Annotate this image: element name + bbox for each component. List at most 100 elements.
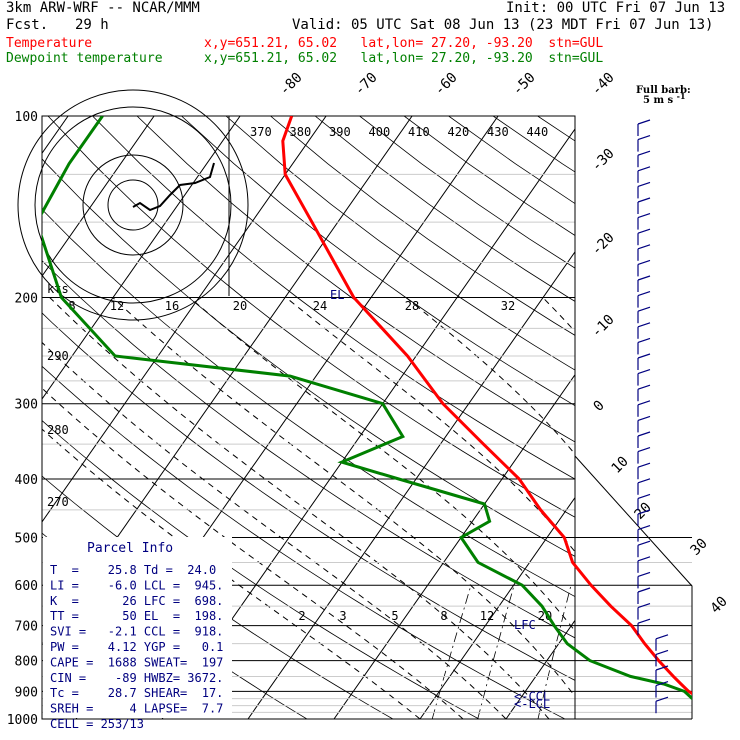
pressure-tick-label: 400 [15, 473, 38, 488]
wind-barb-flag [637, 181, 651, 187]
wind-barb-flag [637, 525, 651, 531]
isotherm-label: -10 [589, 312, 618, 341]
parcel-row: TT = 50 EL = 198. [50, 609, 223, 623]
parcel-row: T = 25.8 Td = 24.0 [50, 563, 216, 577]
model-title: 3km ARW-WRF -- NCAR/MMM [6, 0, 200, 16]
dry-adiabat [582, 116, 740, 719]
isotherm [505, 619, 575, 719]
dewpoint-line [42, 116, 692, 701]
wind-barb-flag [637, 384, 651, 390]
wind-barb-flag [637, 618, 651, 624]
isentrope-label: 400 [369, 125, 391, 139]
temperature-line [281, 116, 692, 696]
isotherm [161, 128, 575, 719]
wind-barb-flag [655, 634, 669, 640]
parcel-row: PW = 4.12 YGP = 0.1 [50, 640, 223, 654]
pressure-tick-label: 900 [15, 685, 38, 700]
mixing-ratio-label: 2 [298, 609, 305, 623]
wind-barb-flag [637, 150, 651, 156]
wind-barb-flag [637, 275, 651, 281]
isotherm [419, 496, 575, 719]
hodograph-ring [107, 179, 159, 231]
isentrope-label: 440 [527, 125, 549, 139]
isotherm [42, 116, 155, 278]
sounding-series: EL LFC <-CCL<-LCL [42, 116, 692, 711]
wind-barbs: Full barb:5 m s -1 [636, 85, 691, 714]
isentrope-label: 410 [408, 125, 430, 139]
pressure-tick-label: 800 [15, 655, 38, 670]
dry-adiabat-label: 270 [47, 495, 69, 509]
wind-barb-flag [637, 353, 651, 359]
wind-barb-flag [655, 696, 669, 702]
isotherm-label: -50 [510, 70, 539, 99]
dry-adiabat [627, 116, 740, 719]
wind-barb-flag [637, 447, 651, 453]
wind-barb-flag [637, 571, 651, 577]
legend-temperature-name: Temperature [6, 36, 93, 51]
isentrope-label: 420 [448, 125, 470, 139]
isotherm [678, 116, 740, 719]
isotherm-label: -70 [352, 70, 381, 99]
dry-adiabat [181, 116, 575, 407]
parcel-row: K = 26 LFC = 698. [50, 594, 223, 608]
lower-frame [574, 455, 693, 719]
isotherm-label: -20 [589, 230, 618, 259]
mixing-ratio-label: 5 [391, 609, 398, 623]
wind-barb-flag [637, 540, 651, 546]
parcel-row: SVI = -2.1 CCL = 918. [50, 625, 223, 639]
wind-barb-flag [637, 213, 651, 219]
pressure-tick-label: 100 [15, 110, 38, 125]
wind-barb-flag [637, 228, 651, 234]
isentrope-label: 390 [329, 125, 351, 139]
legend-dewpoint-name: Dewpoint temperature [6, 51, 163, 66]
pressure-tick-label: 1000 [7, 713, 38, 728]
isotherm [247, 250, 575, 719]
forecast-hour: 29 h [75, 17, 109, 33]
valid-time: Valid: 05 UTC Sat 08 Jun 13 (23 MDT Fri … [292, 17, 714, 33]
dry-adiabat [448, 116, 575, 205]
moist-adiabat-label: 32 [501, 299, 515, 313]
isotherm-label: 30 [688, 536, 711, 559]
level-marker-lfc: LFC [514, 618, 536, 632]
isotherm-label: -40 [589, 70, 618, 99]
dry-adiabat [270, 116, 575, 336]
wind-barb-flag [637, 259, 651, 265]
isotherm-label: -80 [277, 70, 306, 99]
moist-adiabat-label: 24 [313, 299, 327, 313]
parcel-row: CAPE = 1688 SWEAT= 197 [50, 655, 223, 669]
moist-adiabat [285, 297, 575, 553]
dry-adiabat [359, 116, 575, 269]
parcel-info-panel: Parcel Info T = 25.8 Td = 24.0LI = -6.0 L… [43, 537, 232, 731]
hodograph-ring-outer [34, 106, 232, 304]
moist-adiabat [668, 298, 740, 720]
parcel-row: Tc = 28.7 SHEAR= 17. [50, 686, 223, 700]
wind-barb-flag [637, 587, 651, 593]
wind-barb-flag [637, 369, 651, 375]
wind-barb-flag [637, 166, 651, 172]
moist-adiabat-label: 8 [68, 299, 75, 313]
moist-adiabat-label: 16 [165, 299, 179, 313]
moist-adiabat [42, 387, 464, 719]
wind-barb-flag [637, 478, 651, 484]
pressure-tick-label: 700 [15, 620, 38, 635]
parcel-row: CIN = -89 HWBZ= 3672. [50, 671, 223, 685]
plot-frame [41, 115, 576, 720]
forecast-label: Fcst. [6, 17, 49, 33]
hodograph-ring [82, 154, 184, 256]
parcel-row: LI = -6.0 LCL = 945. [50, 578, 223, 592]
isotherm-label: 10 [609, 454, 632, 477]
dry-adiabat-label: 290 [47, 349, 69, 363]
isentrope-label: 370 [250, 125, 272, 139]
pressure-tick-label: 300 [15, 398, 38, 413]
dry-adiabat [403, 116, 575, 236]
wind-barb-flag [637, 135, 651, 141]
init-time: Init: 00 UTC Fri 07 Jun 13 [506, 0, 726, 16]
barb-legend-unit: 5 m s -1 [643, 91, 686, 106]
wind-barb-flag [637, 337, 651, 343]
mixing-ratio-label: 3 [339, 609, 346, 623]
isentrope-label: 430 [487, 125, 509, 139]
moist-adiabat [405, 297, 575, 455]
level-marker-lcl: <-LCL [514, 697, 550, 711]
dry-adiabat-label: 280 [47, 423, 69, 437]
isentrope-label: 380 [290, 125, 312, 139]
